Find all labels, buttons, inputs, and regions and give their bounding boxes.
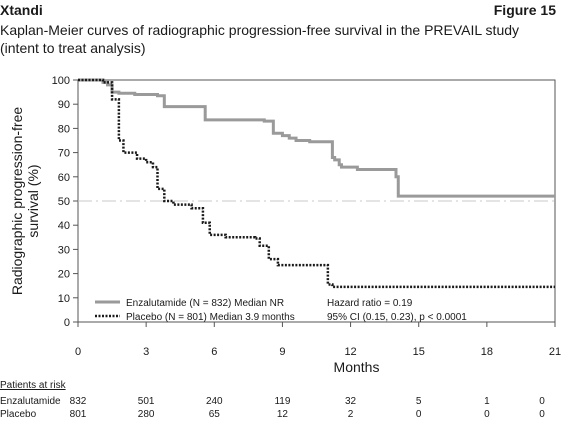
risk-cell: 801 [69,409,87,420]
risk-cell: 1 [484,396,490,407]
risk-cell: 32 [345,396,357,407]
risk-cell: 280 [137,409,155,420]
y-axis-title: Radiographic progression-freesurvival (%… [9,107,41,296]
risk-cell: 65 [208,409,220,420]
x-tick-label: 9 [279,346,285,358]
x-tick-label: 18 [481,346,493,358]
x-tick-label: 12 [344,346,356,358]
risk-cell: 501 [137,396,155,407]
risk-cell: 240 [205,396,223,407]
chart-title: Kaplan-Meier curves of radiographic prog… [0,22,520,56]
x-tick-label: 3 [143,346,149,358]
y-tick-label: 0 [64,317,70,329]
risk-cell: 12 [276,409,288,420]
y-tick-label: 20 [58,269,70,281]
y-tick-label: 40 [58,220,70,232]
y-tick-label: 30 [58,244,70,256]
risk-cell: 5 [415,396,422,407]
enzalutamide-curve [78,78,555,198]
y-tick-label: 50 [58,196,70,208]
x-tick-label: 15 [413,346,425,358]
risk-cell: 2 [347,409,354,420]
km-chart: 0 10 20 30 40 50 60 70 80 90 100 0 3 6 9 12 15 18 21 Months… [9,75,561,375]
risk-table-heading: Patients at risk [0,380,66,391]
y-tick-label: 10 [58,293,70,305]
risk-row-label: Placebo [0,409,37,420]
risk-row-label: Enzalutamide [0,396,61,407]
plot-frame [77,79,556,323]
y-tick-label: 100 [52,75,70,87]
risk-cell: 832 [69,396,87,407]
risk-cell: 0 [539,409,545,420]
x-tick-label: 21 [549,346,561,358]
risk-cell: 119 [274,396,291,407]
x-axis-title: Months [334,359,380,375]
hazard-annotation: 95% CI (0.15, 0.23), p < 0.0001 [327,312,467,323]
drug-name: Xtandi [0,2,43,18]
risk-cell: 0 [484,409,490,420]
y-tick-label: 90 [58,99,70,111]
y-tick-label: 80 [58,123,70,135]
y-tick-label: 70 [58,148,70,160]
x-tick-label: 0 [75,346,81,358]
x-tick-label: 6 [211,346,217,358]
legend-entry: Enzalutamide (N = 832) Median NR [126,298,284,309]
placebo-curve [78,78,555,289]
legend-entry: Placebo (N = 801) Median 3.9 months [126,312,295,323]
y-tick-label: 60 [58,172,70,184]
hazard-annotation: Hazard ratio = 0.19 [327,298,413,309]
risk-cell: 0 [415,409,422,420]
risk-cell: 0 [539,396,545,407]
figure-number: Figure 15 [493,2,556,18]
